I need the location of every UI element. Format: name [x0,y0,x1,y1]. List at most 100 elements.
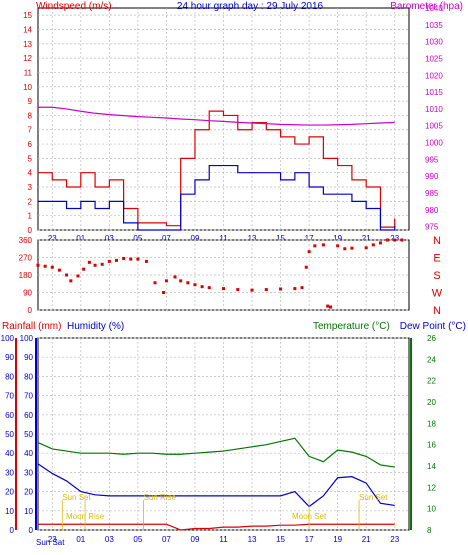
temperature-tick-label: 18 [427,419,436,428]
direction-point [186,281,190,285]
rainfall-tick-label: 40 [24,449,33,458]
baro-tick-label: 1030 [425,38,443,47]
baro-tick-label: 980 [425,206,439,215]
rainfall-tick-label: 70 [24,392,33,401]
direction-point [65,273,69,277]
temperature-axis-label: Temperature (°C) [313,321,390,332]
humidity-axis-label: Humidity (%) [67,321,124,332]
rainfall-axis-label: Rainfall (mm) [2,321,61,332]
wind-tick-label: 15 [23,11,32,20]
compass-label: S [433,270,440,282]
direction-point [153,281,157,285]
humidity-tick-label: 70 [5,392,14,401]
humidity-tick-label: 80 [5,372,14,381]
direction-point [364,246,368,250]
direction-point [350,246,354,250]
direction-point [93,263,97,267]
direction-point [107,259,111,263]
rainfall-tick-label: 80 [24,372,33,381]
baro-tick-label: 990 [425,172,439,181]
humidity-tick-label: 0 [10,526,15,535]
direction-point [313,244,317,248]
temperature-tick-label: 14 [427,462,436,471]
x-tick-label: 19 [333,234,342,243]
wind-tick-label: 12 [23,54,32,63]
x-tick-label: 11 [219,234,228,243]
baro-tick-label: 1005 [425,122,443,131]
x-tick-label: 15 [276,234,285,243]
direction-point [69,279,73,283]
humidity-tick-label: 90 [5,353,14,362]
direction-point [336,244,340,248]
direction-point [82,267,86,271]
x-tick-label: 21 [362,234,371,243]
x-tick-label: 09 [191,234,200,243]
direction-tick-label: 270 [19,254,33,263]
wind-tick-label: 2 [28,197,33,206]
direction-point [378,241,382,245]
wind-tick-label: 11 [24,68,33,77]
x-tick-label: 01 [76,234,85,243]
series-line [38,106,395,126]
wind-tick-label: 6 [28,140,33,149]
direction-tick-label: 90 [23,289,32,298]
baro-tick-label: 995 [425,155,439,164]
compass-label: W [432,288,443,300]
baro-tick-label: 1025 [425,54,443,63]
event-label: Sun Set [62,493,91,502]
x-tick-label: 11 [219,535,228,544]
humidity-tick-label: 30 [5,468,14,477]
direction-point [57,268,61,272]
wind-tick-label: 1 [28,212,33,221]
direction-tick-label: 360 [19,236,33,245]
x-tick-label: 01 [76,535,85,544]
direction-point [173,275,177,279]
series-line [38,164,396,231]
baro-tick-label: 985 [425,189,439,198]
direction-point [144,259,148,263]
wind-tick-label: 14 [23,25,32,34]
temperature-tick-label: 10 [427,505,436,514]
direction-point [129,257,133,261]
event-label: Moon Set [292,512,327,521]
direction-point [136,257,140,261]
wind-tick-label: 13 [23,40,32,49]
x-tick-label: 07 [162,535,171,544]
x-tick-label: 15 [276,535,285,544]
baro-tick-label: 1020 [425,71,443,80]
rainfall-tick-label: 10 [24,507,33,516]
x-tick-label: 21 [362,535,371,544]
temperature-tick-label: 12 [427,483,436,492]
compass-label: E [433,253,440,265]
wind-tick-label: 9 [28,97,33,106]
baro-tick-label: 1040 [425,4,443,13]
direction-point [250,288,254,292]
direction-point [100,262,104,266]
humidity-tick-label: 100 [1,334,15,343]
wind-tick-label: 0 [28,226,33,235]
temperature-humidity-panel: 0102030405060708090100010203040506070809… [1,334,437,544]
series-line [37,437,395,468]
direction-point [307,250,311,254]
x-tick-label: 05 [133,234,142,243]
direction-point [393,238,397,242]
x-tick-label: 23 [48,535,57,544]
series-line [37,463,395,508]
baro-tick-label: 975 [425,223,439,232]
direction-point [43,264,47,268]
temperature-tick-label: 8 [427,526,432,535]
direction-point [122,256,126,260]
x-tick-label: 03 [105,234,114,243]
wind-tick-label: 7 [28,126,33,135]
humidity-tick-label: 40 [5,449,14,458]
direction-point [236,288,240,292]
windspeed-axis-label: Windspeed (m/s) [36,1,112,12]
direction-point [279,287,283,291]
x-tick-label: 05 [133,535,142,544]
direction-point [371,243,375,247]
x-tick-label: 03 [105,535,114,544]
humidity-tick-label: 10 [5,507,14,516]
wind-tick-label: 4 [28,169,33,178]
